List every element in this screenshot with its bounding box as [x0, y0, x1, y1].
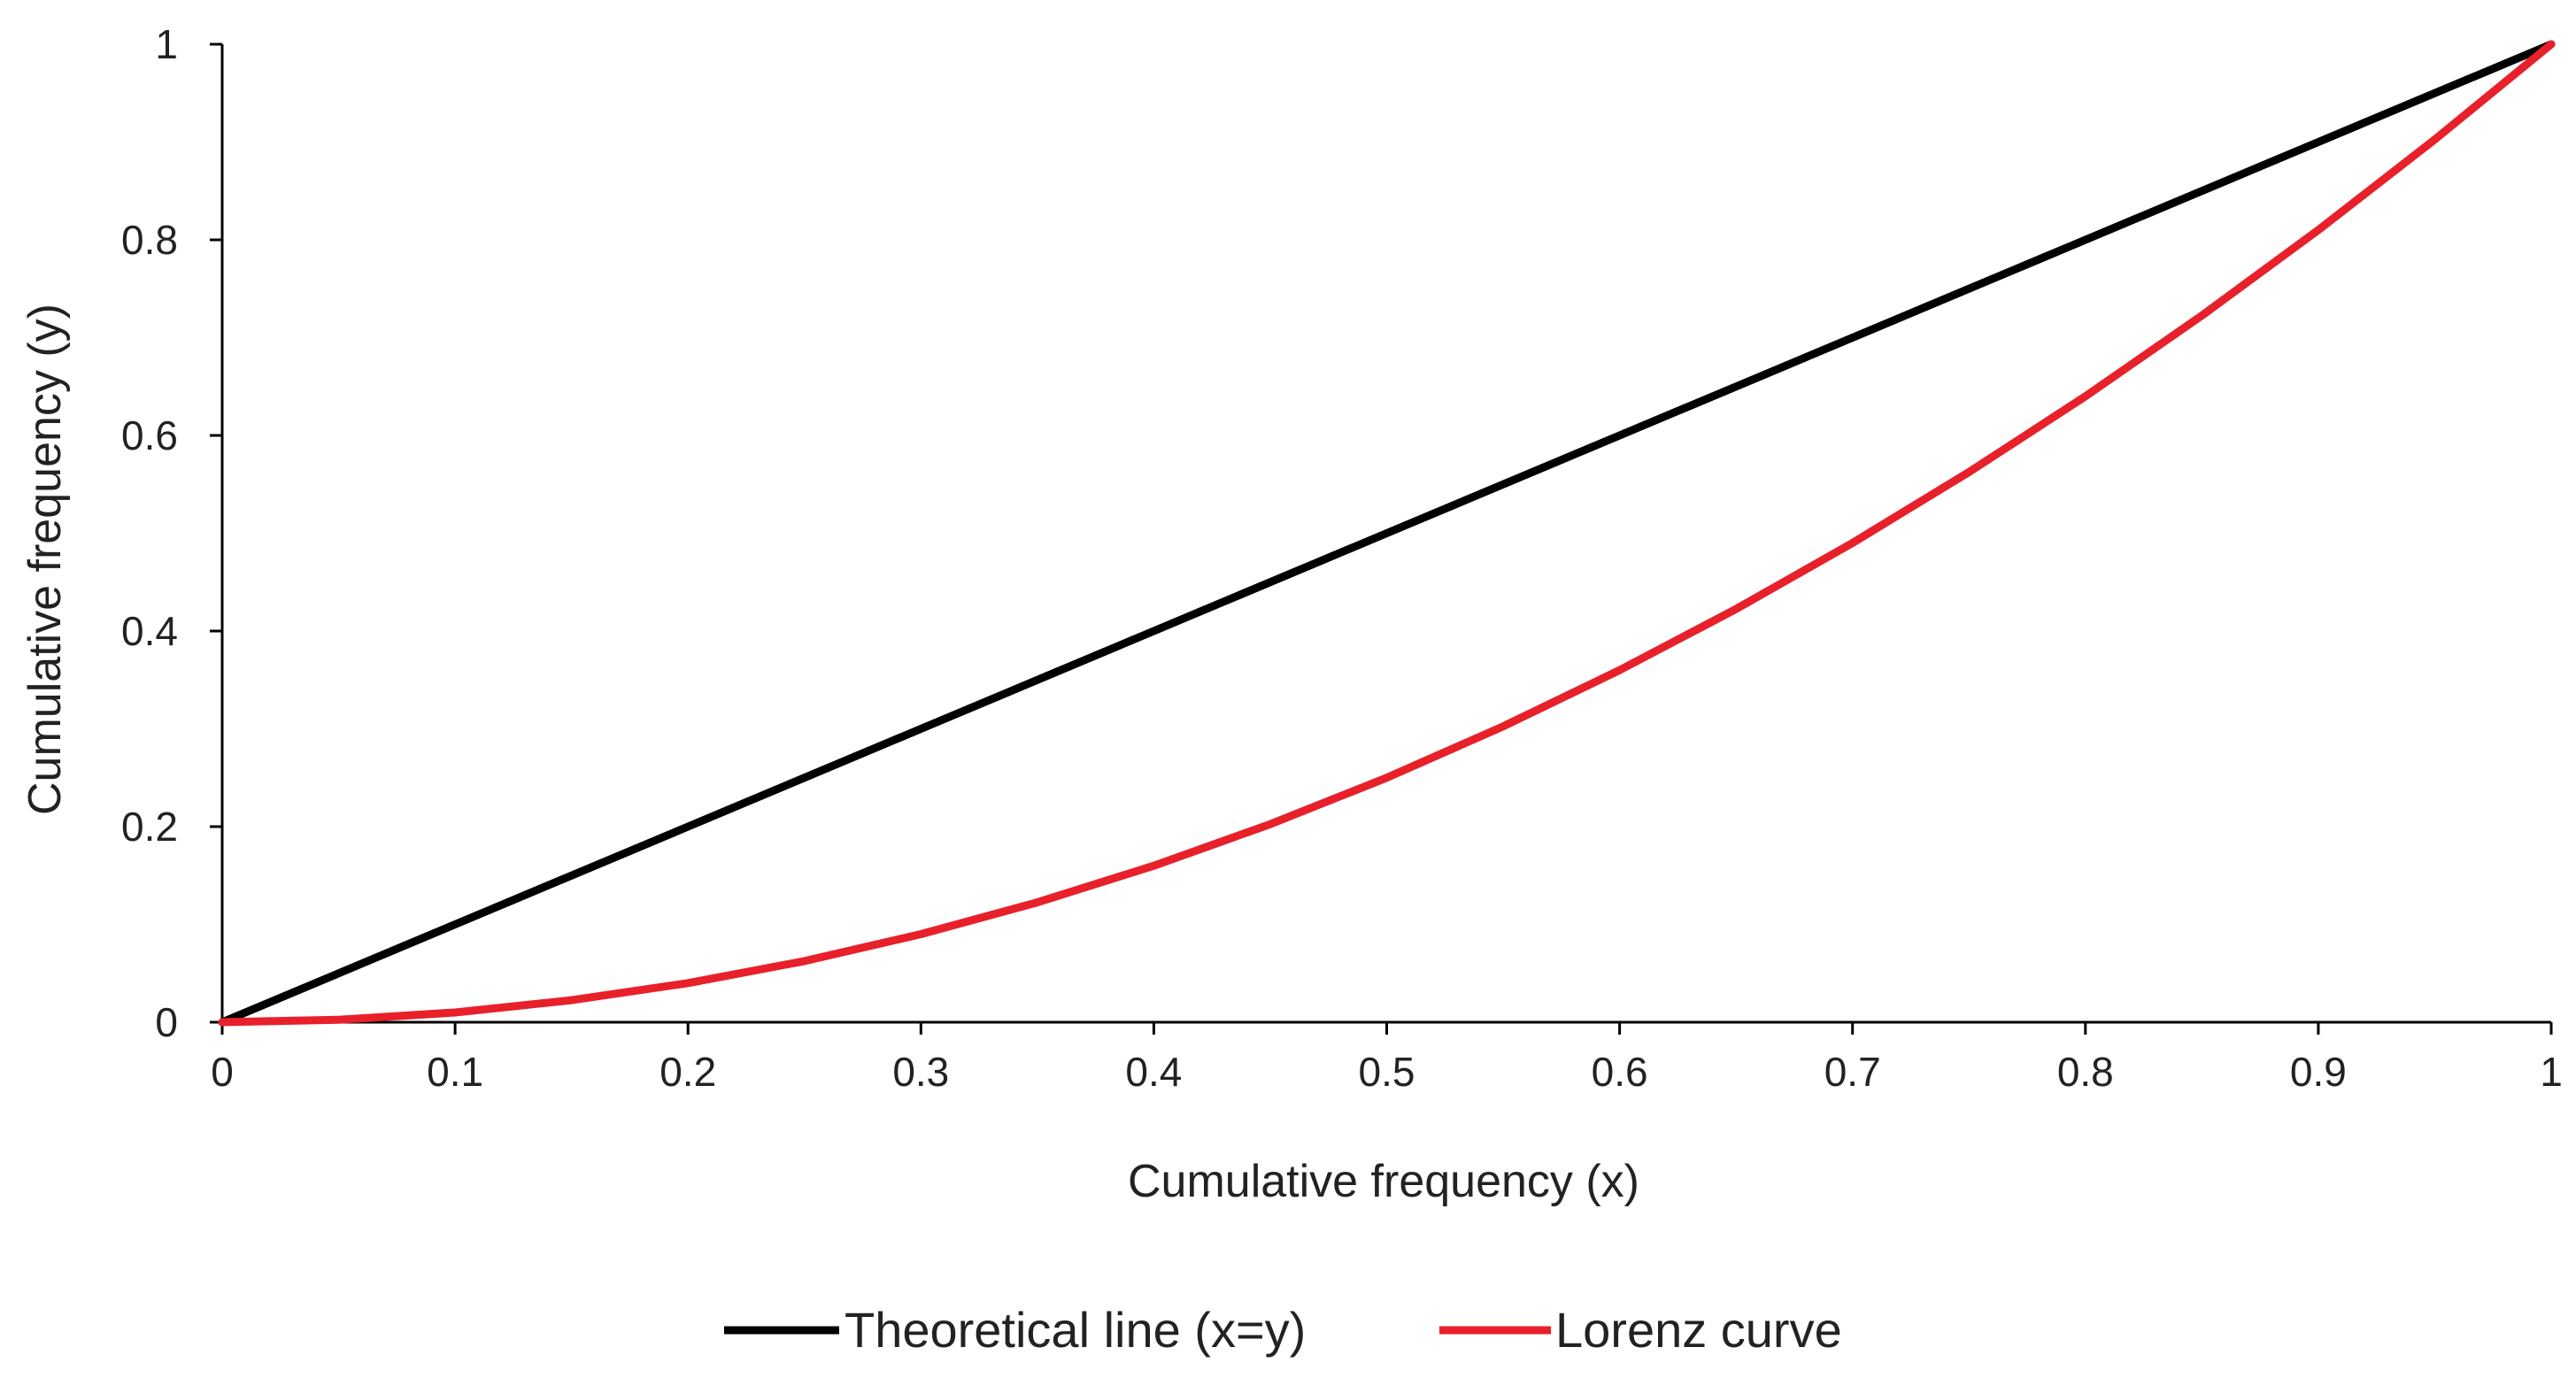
x-tick-label: 0.6 — [1592, 1049, 1648, 1095]
x-tick-label: 0.9 — [2290, 1049, 2347, 1095]
x-tick-label: 0.7 — [1824, 1049, 1881, 1095]
x-tick-label: 0.4 — [1125, 1049, 1182, 1095]
theoretical-line — [218, 40, 2556, 1027]
y-tick-label: 1 — [155, 21, 178, 67]
x-axis-title: Cumulative frequency (x) — [1128, 1156, 1639, 1207]
x-tick-label: 0.1 — [427, 1049, 483, 1095]
legend-label-lorenz: Lorenz curve — [1555, 1302, 1842, 1358]
y-tick-label: 0.6 — [121, 412, 178, 458]
x-tick-label: 0 — [211, 1049, 234, 1095]
x-tick-label: 0.3 — [892, 1049, 949, 1095]
x-tick-label: 1 — [2540, 1049, 2563, 1095]
y-tick-label: 0 — [155, 999, 178, 1045]
y-tick-label: 0.2 — [121, 804, 178, 850]
x-tick-label: 0.8 — [2057, 1049, 2114, 1095]
legend: Theoretical line (x=y) Lorenz curve — [724, 1302, 1842, 1358]
legend-label-theoretical: Theoretical line (x=y) — [845, 1302, 1306, 1358]
y-axis-title: Cumulative frequency (y) — [19, 304, 71, 815]
plot-area: 0 0.2 0.4 0.6 0.8 1 0 0.1 0.2 0.3 0.4 0.5 0.6 0.7 0.8 0… — [121, 21, 2563, 1095]
lorenz-curve — [218, 40, 2556, 1027]
y-tick-label: 0.4 — [121, 608, 178, 654]
x-tick-label: 0.2 — [659, 1049, 716, 1095]
y-tick-label: 0.8 — [121, 217, 178, 263]
x-tick-label: 0.5 — [1359, 1049, 1415, 1095]
